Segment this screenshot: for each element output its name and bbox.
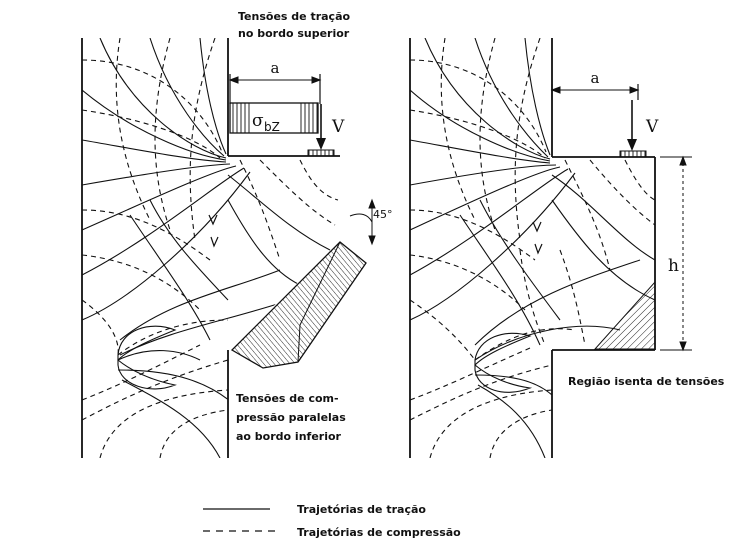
angle-45-label: 45° [373,208,393,221]
compression-label-line2: pressão paralelas [236,411,346,424]
left-dimension-a [228,74,322,104]
right-figure: a V h Região isenta de tensões [409,38,725,458]
right-load-label: V [645,117,659,137]
right-trajectories [410,38,655,458]
compression-label-line3: ao bordo inferior [236,430,342,443]
top-tension-label-line1: Tensões de tração [238,10,350,23]
right-load-arrow [619,100,647,158]
right-arrow-marks [532,221,543,255]
legend: Trajetórias de tração Trajetórias de com… [203,503,461,539]
stress-free-region-label: Região isenta de tensões [568,375,725,388]
left-figure: σ bZ a V Tensões de tração no bordo supe… [81,10,393,458]
sigma-subscript: bZ [264,120,280,134]
legend-compression-label: Trajetórias de compressão [297,526,461,539]
left-member-outline [81,38,340,458]
height-h-label: h [668,256,679,276]
left-arrow-marks [208,214,219,248]
right-dimension-a [550,84,640,100]
angle-45-annotation [349,198,376,246]
left-load-label: V [331,117,345,137]
right-dim-a-label: a [591,69,600,87]
left-load-arrow [307,104,335,157]
stress-free-region [593,280,656,350]
height-dimension-h [660,155,692,352]
top-tension-label-line2: no bordo superior [238,27,350,40]
left-dim-a-label: a [271,59,280,77]
right-member-outline [409,38,656,458]
compression-stress-block [230,241,367,369]
sigma-symbol: σ [252,111,264,131]
legend-tension-label: Trajetórias de tração [297,503,426,516]
compression-label-line1: Tensões de com- [236,392,339,405]
left-trajectories [82,38,339,458]
